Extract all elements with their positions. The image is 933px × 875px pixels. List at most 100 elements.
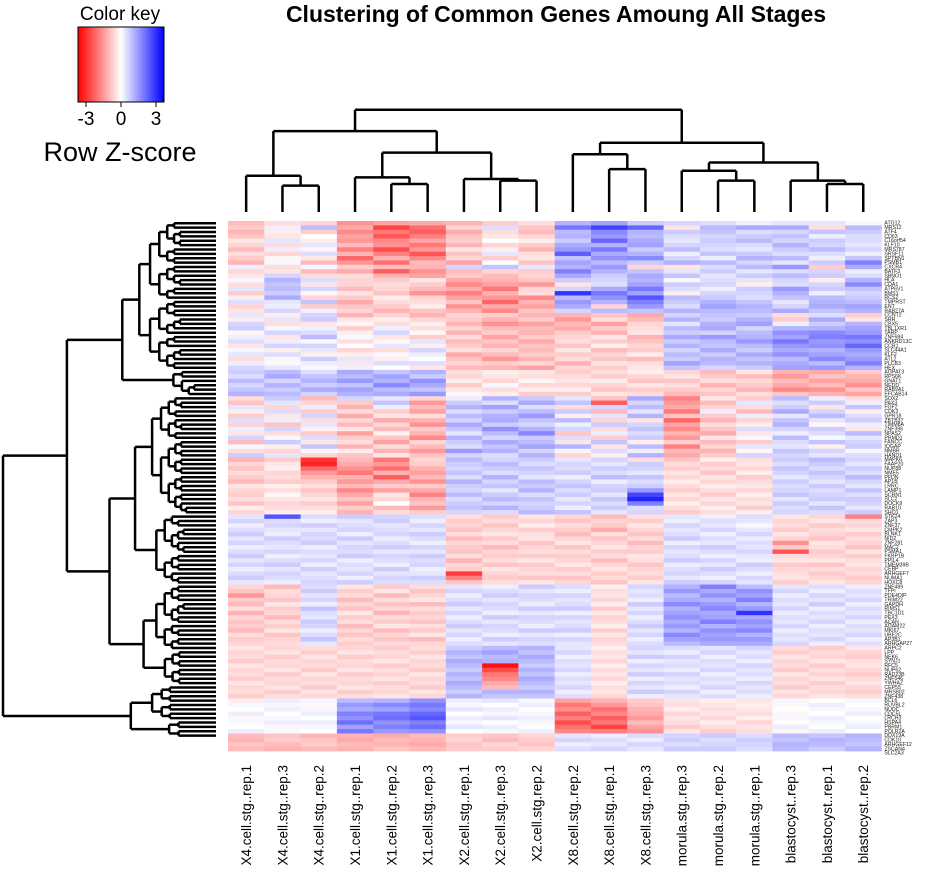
heatmap-cell <box>228 623 265 629</box>
heatmap-cell <box>845 641 882 647</box>
heatmap-cell <box>264 632 301 638</box>
heatmap-cell <box>336 361 374 366</box>
heatmap-cell <box>736 628 773 634</box>
heatmap-cell <box>482 623 519 629</box>
heatmap-cell <box>736 418 773 423</box>
heatmap-cell <box>445 619 483 625</box>
column-label: blastocyst..rep.2 <box>856 765 871 863</box>
heatmap-cell <box>736 229 773 235</box>
heatmap-cell <box>554 299 592 305</box>
heatmap-cell <box>445 632 483 638</box>
color-key-tick-label: 3 <box>151 109 162 130</box>
heatmap-cell <box>228 505 265 511</box>
heatmap-cell <box>409 615 447 620</box>
heatmap-cell <box>663 234 701 239</box>
row-label: NPAS2 <box>884 431 901 437</box>
heatmap-cell <box>699 387 737 393</box>
heatmap-cell <box>663 694 701 699</box>
heatmap-cell <box>409 501 447 507</box>
heatmap-cell <box>445 737 483 743</box>
heatmap-cell <box>663 628 701 634</box>
heatmap-cell <box>699 483 737 489</box>
heatmap-cell <box>518 689 556 695</box>
heatmap-cell <box>264 317 301 323</box>
heatmap-cell <box>554 409 592 415</box>
heatmap-cell <box>300 562 338 568</box>
heatmap-cell <box>228 527 265 533</box>
heatmap-cell <box>699 374 737 380</box>
heatmap-cell <box>699 304 737 309</box>
heatmap-cell <box>445 667 483 673</box>
heatmap-cell <box>445 291 483 296</box>
row-label: CEBP <box>884 567 899 573</box>
heatmap-cell <box>699 299 737 305</box>
heatmap-cell <box>772 440 810 445</box>
row-label: PFDN <box>884 475 898 481</box>
heatmap-cell <box>554 545 592 550</box>
heatmap-cell <box>518 234 556 239</box>
heatmap-cell <box>228 286 265 292</box>
heatmap-cell <box>772 225 810 231</box>
heatmap-cell <box>808 694 846 699</box>
heatmap-cell <box>663 488 701 493</box>
heatmap-cell <box>663 676 701 682</box>
heatmap-cell <box>554 435 592 441</box>
heatmap-cell <box>264 606 301 612</box>
heatmap-cell <box>736 746 773 752</box>
heatmap-cell <box>554 588 592 594</box>
heatmap-cell <box>699 667 737 673</box>
heatmap-cell <box>772 580 810 585</box>
heatmap-cell <box>845 663 882 669</box>
heatmap-cell <box>845 317 882 323</box>
heatmap-cell <box>845 413 882 419</box>
heatmap-cell <box>300 299 338 305</box>
heatmap-cell <box>264 229 301 235</box>
heatmap-cell <box>373 291 410 296</box>
heatmap-cell <box>736 720 773 726</box>
heatmap-cell <box>699 238 737 244</box>
heatmap-cell <box>228 299 265 305</box>
heatmap-cell <box>736 540 773 546</box>
heatmap-cell <box>518 610 556 616</box>
heatmap-cell <box>627 659 664 664</box>
heatmap-cell <box>699 567 737 572</box>
row-label: KLF10 <box>884 243 899 249</box>
heatmap-cell <box>445 444 483 450</box>
heatmap-cell <box>627 356 664 362</box>
heatmap-cell <box>627 606 664 612</box>
heatmap-cell <box>699 715 737 721</box>
heatmap-cell <box>699 426 737 432</box>
heatmap-cell <box>300 619 338 625</box>
heatmap-cell <box>518 659 556 664</box>
heatmap-cell <box>336 470 374 476</box>
heatmap-cell <box>591 299 628 305</box>
heatmap-cell <box>518 654 556 660</box>
heatmap-cell <box>409 330 447 336</box>
heatmap-cell <box>228 602 265 607</box>
heatmap-cell <box>445 409 483 415</box>
column-label: X1.cell.stg..rep.1 <box>348 765 363 866</box>
row-label: NEDD <box>884 383 899 389</box>
heatmap-cell <box>627 238 664 244</box>
heatmap-cell <box>373 391 410 397</box>
heatmap-cell <box>336 501 374 507</box>
heatmap-cell <box>699 260 737 266</box>
heatmap-cell <box>845 291 882 296</box>
heatmap-cell <box>736 277 773 283</box>
heatmap-cell <box>591 711 628 717</box>
heatmap-cell <box>808 575 846 581</box>
row-label: ADAM22 <box>884 624 905 630</box>
heatmap-cell <box>373 615 410 620</box>
heatmap-cell <box>554 221 592 226</box>
row-label: RAB27A <box>884 308 904 314</box>
heatmap-cell <box>663 470 701 476</box>
heatmap-cell <box>663 711 701 717</box>
heatmap-cell <box>264 277 301 283</box>
heatmap-cell <box>554 295 592 301</box>
heatmap-cell <box>373 510 410 515</box>
heatmap-cell <box>445 672 483 677</box>
row-label: YWHAZ <box>884 681 903 687</box>
row-label: MKI67 <box>884 628 899 634</box>
heatmap-cell <box>228 391 265 397</box>
heatmap-cell <box>518 291 556 296</box>
